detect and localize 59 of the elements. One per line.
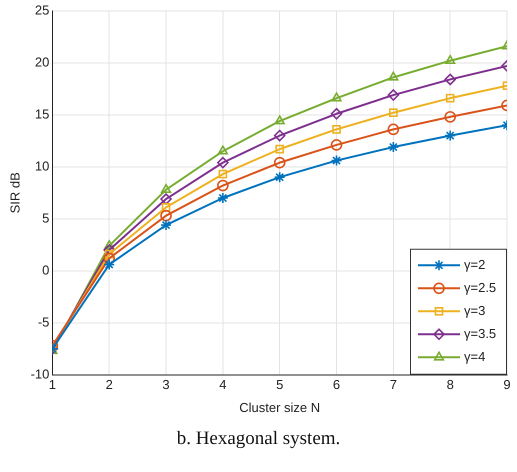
x-tick-label: 6 [332,377,340,392]
y-tick-label: 20 [34,54,50,70]
x-tick-label: 8 [446,377,454,392]
x-tick-label: 9 [503,377,511,392]
point [274,156,286,168]
point [274,130,286,142]
legend-label: γ=3.5 [464,326,496,341]
point [218,170,228,178]
y-tick-label: 10 [34,158,50,174]
point [330,108,342,120]
y-axis-title: SIR dB [7,172,22,214]
point [388,89,400,101]
point [274,171,286,183]
point [160,184,172,193]
point [445,54,456,64]
point [160,219,172,231]
point [388,72,398,81]
text: b. Hexagonal system. [176,428,342,450]
x-tick-label: 1 [48,377,56,392]
point [444,130,456,142]
point [217,192,229,204]
x-tick-label: 3 [162,377,170,392]
point [330,139,342,151]
y-tick-label: 5 [42,210,50,226]
point [162,203,170,212]
legend-label: γ=2 [464,256,486,272]
y-tick-label: 25 [34,2,50,18]
point [388,124,400,136]
point [444,74,456,86]
point [217,180,229,192]
x-tick-label: 5 [276,377,284,392]
y-tick-label: -5 [38,314,50,330]
point [218,145,228,154]
point [275,144,284,154]
legend-label: γ=2.5 [464,280,496,295]
point [389,108,398,118]
point [332,125,341,134]
x-tick-label: 4 [219,377,226,392]
legend-label: γ=4 [464,348,486,364]
point [103,258,116,270]
x-tick-label: 2 [106,377,113,392]
x-tick-label: 7 [390,377,397,392]
point [103,252,116,264]
point [330,154,342,166]
point [446,94,455,102]
point [160,193,172,205]
point [388,141,400,153]
y-tick-label: -10 [30,366,50,382]
legend-label: γ=3 [464,302,486,318]
point [274,115,285,124]
point [160,210,172,222]
point [104,240,114,250]
point [444,111,456,123]
point [217,156,229,168]
x-axis-title: Cluster size N [239,400,320,415]
y-tick-label: 0 [42,262,50,278]
point [103,244,116,256]
point [331,92,342,102]
y-tick-label: 15 [34,106,50,122]
